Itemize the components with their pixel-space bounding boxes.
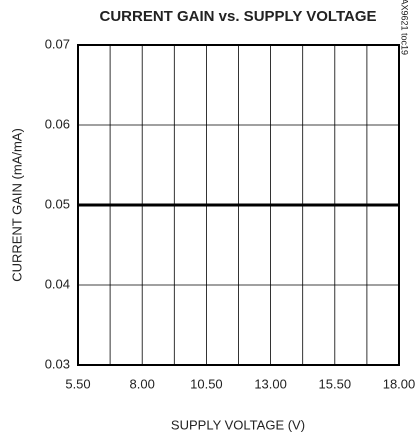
x-axis-label: SUPPLY VOLTAGE (V) — [171, 417, 305, 432]
x-tick-label: 15.50 — [319, 376, 352, 391]
y-tick-label: 0.06 — [45, 116, 70, 131]
chart-title: CURRENT GAIN vs. SUPPLY VOLTAGE — [100, 8, 377, 25]
y-axis-label: CURRENT GAIN (mA/mA) — [9, 128, 24, 282]
y-tick-label: 0.05 — [45, 196, 70, 211]
x-tick-label: 13.00 — [254, 376, 287, 391]
annotation: MAX9621 toc19 — [400, 0, 410, 55]
y-tick-label: 0.07 — [45, 36, 70, 51]
y-tick-label: 0.03 — [45, 356, 70, 371]
x-tick-label: 8.00 — [130, 376, 155, 391]
x-tick-label: 5.50 — [65, 376, 90, 391]
x-tick-label: 18.00 — [383, 376, 416, 391]
y-tick-label: 0.04 — [45, 276, 70, 291]
x-tick-label: 10.50 — [190, 376, 223, 391]
